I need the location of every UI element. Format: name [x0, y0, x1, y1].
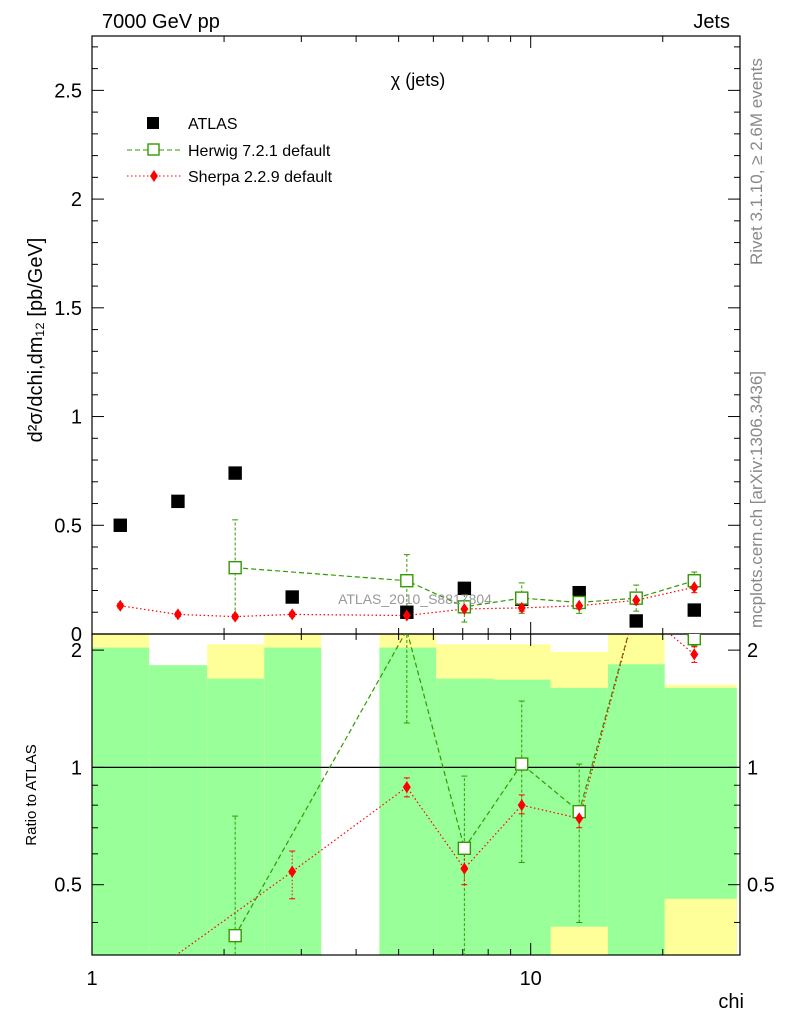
sherpa-point [173, 608, 182, 621]
ratio-sherpa-point [288, 865, 297, 878]
ratio-sherpa-point [460, 862, 469, 875]
atlas-point [285, 590, 299, 604]
ratio-y-tick-label: 1 [71, 757, 82, 779]
y-tick-label: 1 [71, 407, 82, 429]
axes: 1 10 0 0.5 1 1.5 2 2.5 0.5 0.5 1 1 2 2 [54, 35, 775, 990]
band-yellow-low [664, 898, 737, 955]
header-right: Jets [693, 11, 730, 33]
legend: ATLAS Herwig 7.2.1 default Sherpa 2.2.9 … [127, 116, 333, 186]
legend-herwig-marker [147, 143, 160, 156]
ratio-herwig-point [228, 928, 242, 943]
atlas-point [113, 518, 127, 532]
legend-sherpa-marker [150, 170, 158, 182]
sherpa-point [231, 610, 240, 623]
x-axis-label: chi [718, 991, 744, 1013]
sherpa-point [288, 608, 297, 621]
atlas-point [171, 494, 185, 509]
ratio-sherpa-line [175, 634, 695, 955]
band-green [207, 678, 265, 955]
sherpa-point [690, 581, 699, 594]
ratio-sherpa-point [690, 648, 699, 661]
header-left: 7000 GeV pp [102, 11, 220, 33]
band-green [436, 678, 494, 955]
sherpa-point [575, 599, 584, 612]
legend-atlas-marker [147, 117, 159, 129]
ratio-sherpa-point [575, 812, 584, 825]
ratio-y-tick-label-right: 0.5 [747, 875, 775, 897]
sherpa-point [632, 594, 641, 607]
band-green [264, 647, 322, 955]
y-tick-label: 2 [71, 189, 82, 211]
atlas-point [228, 466, 242, 480]
rivet-label: Rivet 3.1.10, ≥ 2.6M events [747, 58, 766, 265]
band-green [92, 647, 150, 955]
band-green [379, 647, 437, 955]
legend-herwig-label: Herwig 7.2.1 default [188, 143, 331, 160]
ratio-panel-marks [175, 634, 701, 955]
legend-sherpa-label: Sherpa 2.2.9 default [188, 169, 333, 186]
ratio-y-tick-label: 2 [71, 640, 82, 662]
ratio-sherpa-point [517, 799, 526, 812]
ratio-y-tick-label-right: 1 [747, 757, 758, 779]
ratio-y-axis-label: Ratio to ATLAS [23, 744, 40, 845]
band-green [149, 665, 208, 955]
y-axis-label: d²σ/dchi,dm₁₂ [pb/GeV] [25, 238, 47, 443]
y-tick-label: 1.5 [54, 298, 82, 320]
sherpa-point [517, 601, 526, 614]
x-tick-label: 1 [86, 968, 97, 990]
sherpa-point [402, 609, 411, 622]
mcplots-label: mcplots.cern.ch [arXiv:1306.3436] [747, 371, 766, 628]
plot-title: χ (jets) [391, 70, 445, 90]
herwig-point [400, 574, 414, 588]
sherpa-line [120, 586, 695, 618]
ratio-herwig-point [515, 757, 529, 771]
band-yellow-low [550, 926, 608, 955]
y-tick-label: 0 [71, 624, 82, 646]
ratio-y-tick-label: 0.5 [54, 875, 82, 897]
band-green [607, 664, 665, 955]
ratio-herwig-point [457, 841, 472, 855]
sherpa-point [116, 599, 125, 612]
ratio-uncertainty-bands [92, 634, 737, 955]
ratio-sherpa-point [402, 781, 411, 794]
sherpa-point [460, 602, 469, 615]
y-tick-label: 2.5 [54, 80, 82, 102]
ratio-frame [91, 633, 741, 956]
atlas-point [629, 614, 643, 628]
x-tick-label: 10 [520, 968, 542, 990]
analysis-id: ATLAS_2010_S8817804 [338, 591, 492, 607]
ratio-herwig-point [687, 634, 701, 646]
atlas-point [457, 581, 472, 596]
main-panel-marks [113, 466, 701, 628]
herwig-point [228, 560, 242, 575]
ratio-y-tick-label-right: 2 [747, 640, 758, 662]
atlas-point [687, 603, 701, 617]
legend-atlas-label: ATLAS [188, 116, 238, 133]
y-tick-label: 0.5 [54, 515, 82, 537]
